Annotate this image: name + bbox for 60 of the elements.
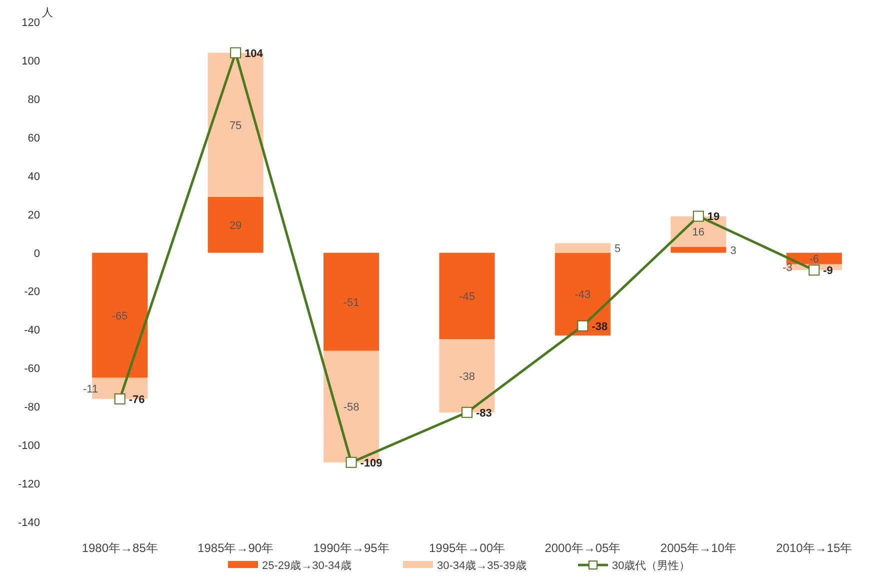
- legend-label: 25-29歳→30-34歳: [262, 559, 352, 572]
- data-label: -3: [782, 262, 792, 274]
- y-tick-label: -40: [24, 324, 40, 337]
- point: [577, 320, 588, 332]
- x-tick-label: 2005年→10年: [660, 541, 736, 555]
- y-tick-label: -120: [18, 478, 40, 491]
- y-tick-label: -60: [24, 363, 40, 376]
- data-label: -43: [574, 289, 591, 302]
- bar: [324, 252, 380, 351]
- data-label: -45: [459, 291, 475, 304]
- data-label: -65: [112, 310, 128, 322]
- data-label: -38: [592, 320, 608, 333]
- bar: [554, 243, 610, 253]
- data-label: 29: [229, 220, 242, 232]
- y-tick-label: -140: [18, 517, 40, 529]
- y-tick-label: 80: [28, 94, 40, 106]
- y-tick-label: 60: [28, 132, 40, 144]
- bar: [554, 252, 610, 336]
- y-tick-label: 100: [22, 55, 40, 68]
- y-tick-label: -80: [24, 402, 40, 414]
- point: [462, 406, 472, 418]
- legend-label: 30-34歳→35-39歳: [437, 559, 526, 572]
- data-label: -51: [343, 296, 360, 309]
- x-tick-label: 2010年→15年: [776, 541, 852, 555]
- legend-label: 30歳代（男性）: [612, 559, 690, 572]
- bar: [670, 247, 726, 253]
- data-label: -38: [459, 370, 475, 383]
- point: [114, 393, 126, 404]
- y-axis-title: 人: [42, 7, 53, 19]
- point: [692, 210, 704, 222]
- point: [808, 264, 820, 276]
- y-tick-label: 20: [28, 209, 40, 222]
- data-label: -76: [128, 394, 145, 406]
- data-label: -6: [809, 254, 820, 266]
- x-tick-label: 2000年→05年: [544, 541, 621, 555]
- data-label: 3: [730, 244, 736, 257]
- data-label: -11: [82, 383, 98, 396]
- data-label: 104: [244, 48, 264, 60]
- bar: [439, 252, 495, 340]
- data-label: 5: [614, 242, 621, 255]
- point: [230, 47, 242, 58]
- y-tick-label: -100: [18, 440, 40, 452]
- data-label: -83: [476, 407, 492, 420]
- y-tick-label: -20: [24, 286, 40, 298]
- x-tick-label: 1985年→90年: [198, 541, 274, 555]
- data-label: -58: [343, 402, 360, 414]
- bar: [92, 252, 148, 378]
- bar: [208, 197, 264, 253]
- y-tick-label: 120: [22, 17, 40, 29]
- data-label: -109: [360, 457, 382, 470]
- x-tick-label: 1995年→00年: [428, 541, 506, 555]
- y-tick-label: 0: [34, 248, 40, 260]
- x-tick-label: 1990年→95年: [313, 541, 390, 555]
- data-label: 75: [229, 120, 242, 132]
- y-tick-label: 40: [28, 170, 40, 183]
- x-tick-label: 1980年→85年: [82, 541, 158, 555]
- data-label: -9: [823, 265, 833, 278]
- data-label: 16: [692, 226, 705, 239]
- point: [346, 456, 357, 468]
- data-label: 19: [707, 211, 720, 224]
